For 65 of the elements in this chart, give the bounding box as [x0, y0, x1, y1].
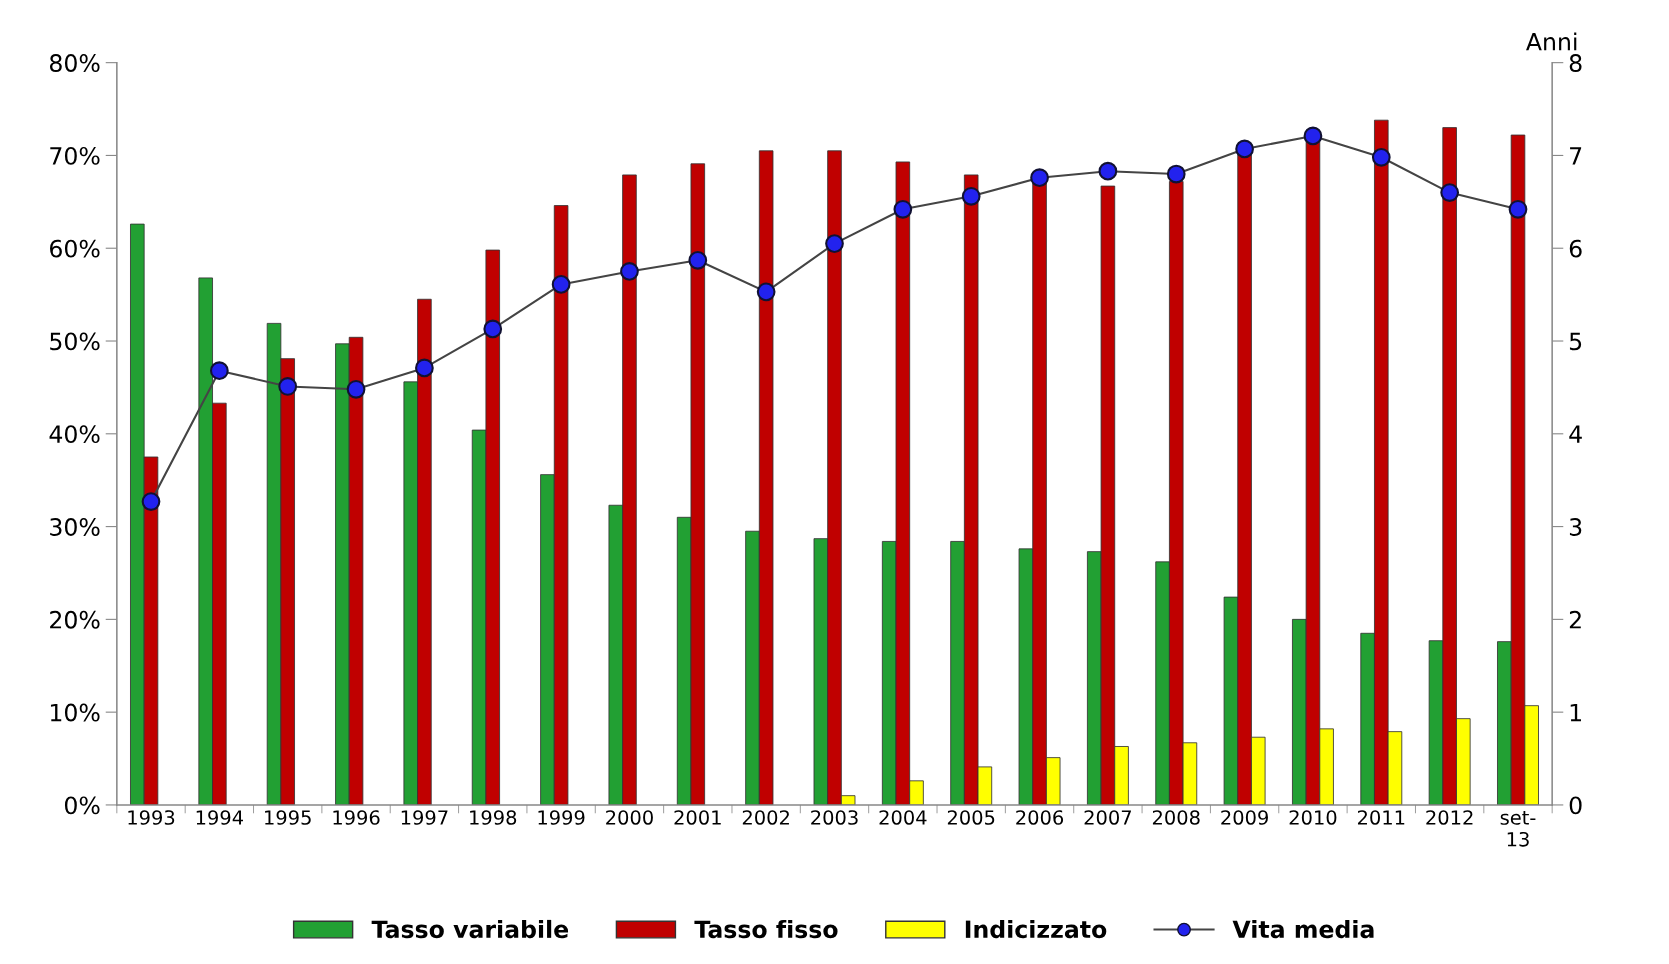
x-tick-label: 2008: [1152, 810, 1200, 825]
x-tick-label: 1996: [333, 810, 380, 825]
x-tick-label: 2007: [1084, 810, 1131, 825]
x-tick-label: 1995: [265, 810, 311, 825]
y-tick-label: 40%: [49, 425, 100, 444]
x-tick-label: 1997: [401, 810, 448, 825]
x-tick-label: 2001: [674, 810, 721, 825]
y2-axis-title: Anni: [1526, 32, 1577, 51]
x-tick-label: 1998: [470, 810, 517, 825]
x-tick-label: 2000: [606, 810, 653, 825]
point: [483, 319, 503, 339]
point: [141, 492, 161, 511]
y-tick-label: 20%: [50, 610, 100, 629]
x-tick-label: set- 13: [1500, 810, 1536, 847]
x-tick-label: 2009: [1221, 810, 1268, 825]
point: [415, 358, 434, 378]
legend-label: Vita media: [1232, 919, 1374, 939]
x-tick-label: 1993: [128, 810, 175, 825]
y2-tick-label: 4: [1569, 425, 1582, 443]
y2-tick-label: 7: [1570, 147, 1582, 165]
legend-label: Tasso fisso: [694, 919, 838, 939]
x-tick-label: 2012: [1426, 810, 1473, 825]
x-tick-label: 2006: [1016, 810, 1064, 825]
point: [1030, 168, 1049, 188]
point: [1235, 139, 1254, 159]
y2-tick-label: 3: [1569, 518, 1582, 536]
point: [1098, 161, 1118, 181]
y2-tick-label: 6: [1569, 239, 1582, 258]
y2-tick-label: 0: [1569, 796, 1582, 815]
point: [825, 234, 844, 253]
x-tick-label: 2002: [742, 810, 789, 825]
y-tick-label: 60%: [50, 239, 100, 258]
y2-tick-label: 5: [1569, 332, 1582, 351]
y-tick-label: 70%: [50, 146, 100, 165]
point: [688, 250, 708, 270]
x-tick-label: 2010: [1289, 810, 1337, 825]
y2-tick-label: 8: [1569, 54, 1582, 72]
x-tick-label: 2005: [947, 810, 995, 825]
y-tick-label: 80%: [49, 54, 100, 72]
x-tick-label: 2003: [811, 810, 858, 825]
point: [1303, 126, 1323, 146]
legend-label: Tasso variabile: [371, 919, 569, 939]
point: [756, 282, 776, 302]
point: [1440, 183, 1460, 202]
x-tick-label: 2004: [879, 810, 927, 825]
y-tick-label: 50%: [50, 332, 100, 351]
point: [893, 199, 913, 219]
point: [961, 186, 981, 206]
y-tick-label: 10%: [50, 703, 100, 722]
point: [551, 275, 571, 294]
point: [1166, 164, 1186, 184]
point: [1508, 199, 1528, 219]
x-tick-label: 1999: [538, 810, 585, 825]
y2-tick-label: 1: [1570, 703, 1581, 722]
y-tick-label: 30%: [50, 518, 100, 536]
y-tick-label: 0%: [64, 796, 100, 815]
x-tick-label: 1994: [196, 810, 244, 825]
point: [620, 262, 639, 281]
y2-tick-label: 2: [1569, 610, 1581, 629]
x-tick-label: 2011: [1357, 810, 1405, 825]
legend-label: Indicizzato: [965, 919, 1107, 939]
point: [1371, 147, 1391, 167]
point: [346, 379, 366, 399]
point: [209, 361, 229, 381]
point: [278, 377, 298, 396]
